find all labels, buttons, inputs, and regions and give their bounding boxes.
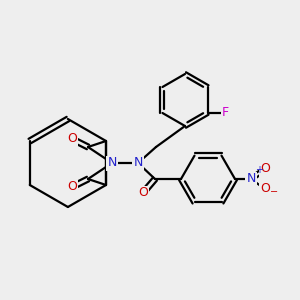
Text: N: N [107, 157, 117, 169]
Text: N: N [246, 172, 256, 185]
Text: O: O [260, 163, 270, 176]
Text: −: − [270, 187, 278, 197]
Text: O: O [67, 133, 77, 146]
Text: O: O [67, 181, 77, 194]
Text: O: O [260, 182, 270, 196]
Text: F: F [222, 106, 229, 119]
Text: N: N [133, 157, 143, 169]
Text: O: O [138, 187, 148, 200]
Text: +: + [255, 165, 263, 175]
